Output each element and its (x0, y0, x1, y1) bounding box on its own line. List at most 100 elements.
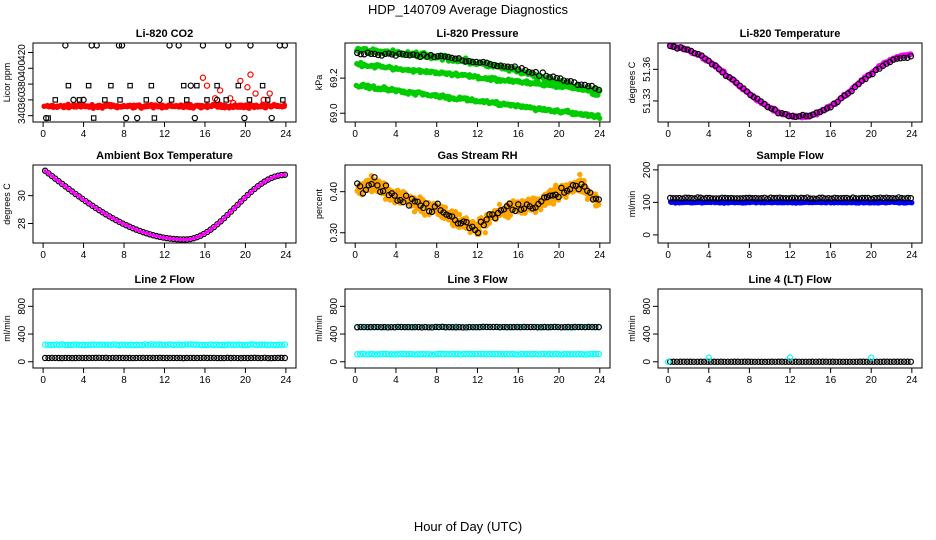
data-point (459, 324, 466, 331)
data-point (898, 194, 905, 202)
data-point (494, 62, 501, 70)
data-point (382, 182, 390, 189)
data-point (664, 358, 672, 365)
data-point (357, 51, 364, 58)
data-point (411, 198, 418, 205)
y-tick-label: 51.33 (642, 88, 653, 113)
data-point (496, 324, 504, 331)
panel-title: Li-820 Temperature (740, 28, 841, 40)
data-point (356, 183, 364, 190)
x-tick-label: 4 (81, 250, 87, 261)
data-point (574, 81, 581, 89)
data-point (133, 354, 140, 362)
data-point (868, 195, 875, 203)
data-point (237, 77, 244, 85)
data-point (391, 192, 398, 199)
data-point (483, 59, 490, 67)
x-tick-label: 0 (352, 129, 358, 140)
data-point (890, 56, 897, 63)
data-point (546, 192, 554, 199)
data-point (213, 96, 221, 104)
y-tick-label: 380 (17, 75, 28, 92)
x-tick-label: 24 (280, 129, 292, 140)
data-point (136, 354, 143, 362)
data-point (438, 52, 445, 60)
plot-area (666, 43, 915, 121)
data-point (246, 97, 253, 103)
data-point (368, 180, 375, 188)
data-point (822, 195, 829, 202)
series-p-black (354, 49, 602, 94)
data-point (890, 358, 898, 365)
data-point (810, 195, 817, 202)
data-point (156, 96, 163, 104)
data-point (483, 216, 490, 223)
data-point (805, 358, 813, 365)
data-point (423, 200, 430, 207)
x-tick-label: 12 (472, 129, 484, 140)
data-point (585, 323, 592, 331)
data-point (452, 209, 458, 216)
data-point (413, 52, 420, 59)
x-tick-label: 16 (513, 250, 525, 261)
data-point (247, 354, 255, 362)
data-point (405, 323, 412, 331)
y-tick-label: 100 (642, 194, 653, 211)
data-point (529, 205, 536, 212)
data-point (180, 82, 187, 89)
data-point (592, 85, 599, 92)
data-point (509, 206, 516, 213)
data-point (410, 51, 417, 58)
data-point (843, 358, 850, 366)
data-point (432, 323, 439, 331)
data-point (812, 358, 820, 365)
data-point (55, 354, 62, 362)
data-point (731, 358, 738, 365)
x-tick-label: 8 (121, 375, 127, 386)
data-point (813, 109, 820, 116)
data-point (539, 69, 546, 76)
plot-area (41, 341, 289, 362)
data-point (234, 354, 241, 362)
data-point (833, 358, 840, 365)
data-point (41, 354, 49, 362)
data-point (235, 82, 242, 89)
data-point (802, 358, 809, 365)
data-point (490, 323, 497, 331)
data-point (861, 194, 869, 202)
data-point (520, 205, 528, 212)
data-point (823, 105, 831, 112)
data-point (887, 358, 894, 365)
data-point (199, 74, 207, 81)
x-tick-label: 24 (594, 375, 606, 386)
series-p-low (353, 81, 603, 122)
x-tick-label: 8 (747, 375, 753, 386)
data-point (507, 212, 514, 218)
data-point (670, 43, 677, 50)
data-point (765, 358, 772, 365)
data-point (705, 354, 712, 361)
data-point (758, 358, 765, 366)
data-point (578, 81, 585, 88)
data-point (93, 43, 100, 49)
data-point (829, 358, 837, 365)
data-point (473, 324, 480, 331)
data-point (175, 43, 182, 49)
plot-area (666, 194, 915, 206)
data-point (840, 194, 848, 202)
x-tick-label: 8 (434, 250, 440, 261)
panel-title: Sample Flow (756, 150, 824, 162)
x-tick-label: 12 (784, 250, 796, 261)
data-point (564, 78, 571, 85)
data-point (392, 52, 399, 59)
data-point (237, 198, 245, 205)
data-point (377, 323, 385, 331)
data-point (569, 182, 577, 189)
data-point (901, 195, 908, 202)
data-point (251, 354, 258, 362)
data-point (792, 113, 799, 121)
data-point (827, 104, 834, 111)
data-point (677, 358, 684, 365)
data-point (836, 358, 843, 365)
